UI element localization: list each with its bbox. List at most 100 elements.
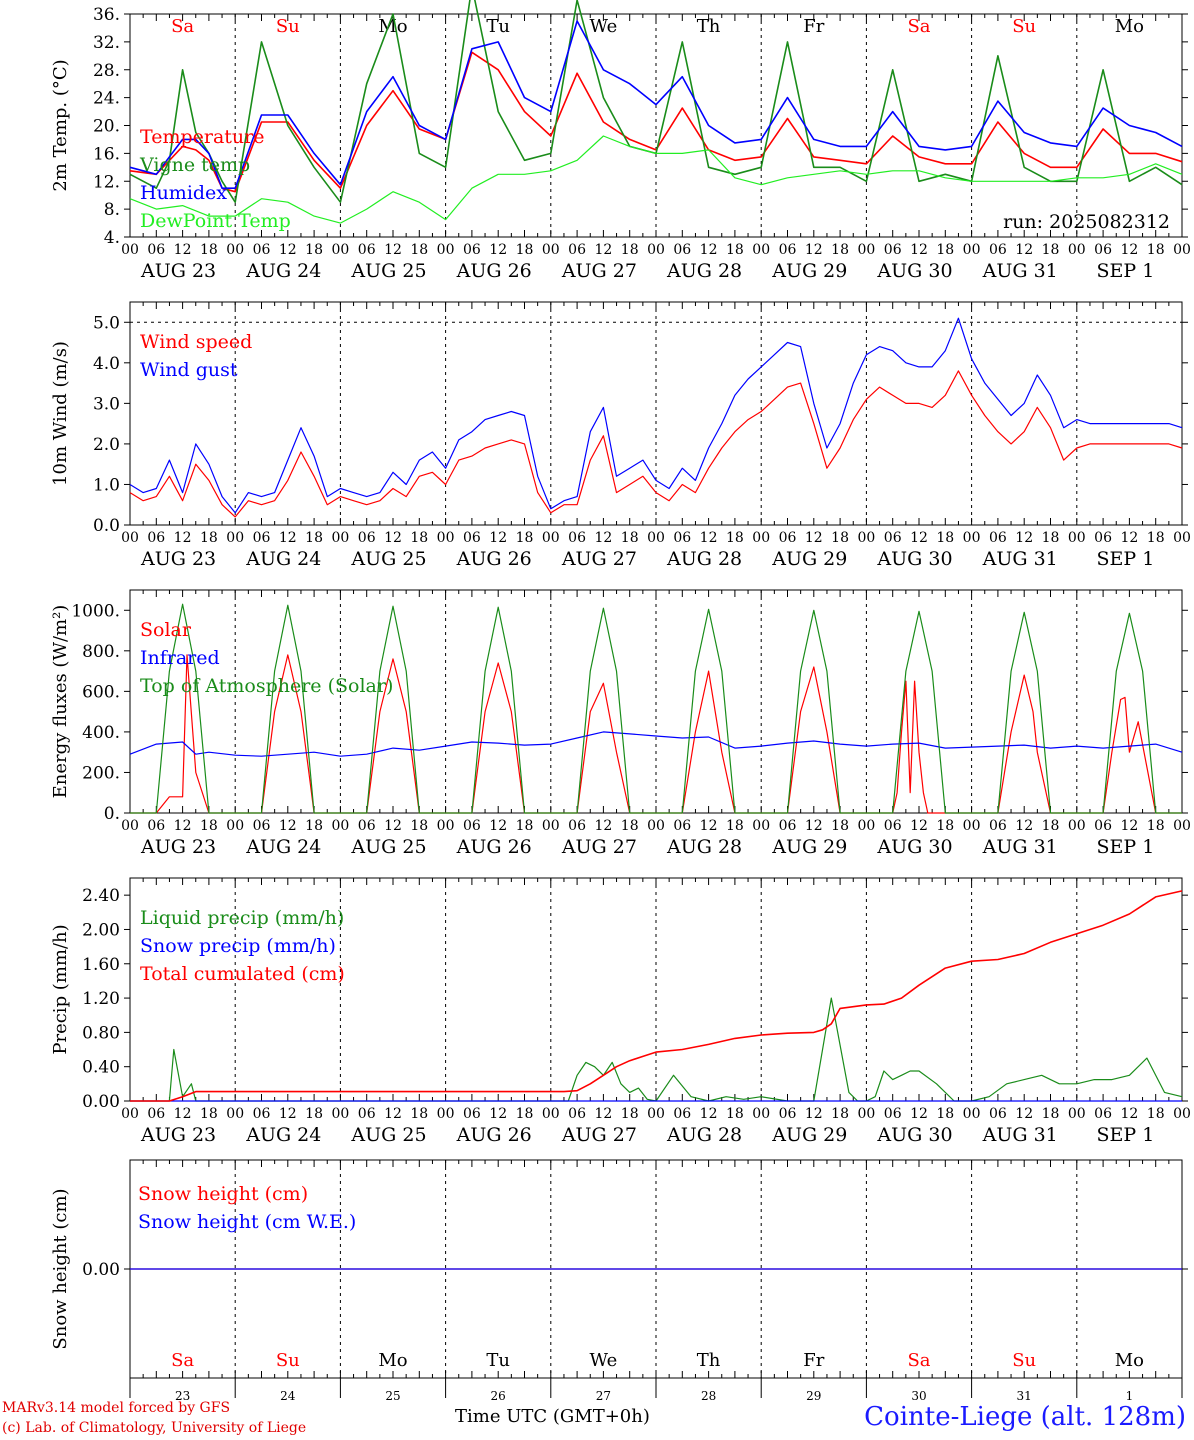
hour-label: 12	[700, 1106, 718, 1122]
y-tick-label: 1000.	[71, 601, 120, 621]
hour-label: 18	[305, 1106, 323, 1122]
legend-entry: Snow precip (mm/h)	[140, 935, 336, 957]
hour-label: 06	[1094, 242, 1112, 258]
hour-label: 06	[989, 530, 1007, 546]
day-number: 26	[491, 1389, 506, 1403]
panel-2: 0.0 1.0 2.0 3.0 4.0 5.0 10m Wind (m/s) 00 06 12 18…	[50, 301, 1191, 570]
y-tick-label: 200.	[82, 763, 120, 783]
hour-label: 00	[1173, 530, 1191, 546]
hour-label: 00	[331, 1106, 349, 1122]
hour-label: 18	[200, 242, 218, 258]
date-label: AUG 25	[350, 836, 426, 858]
weekday-label: Su	[1012, 16, 1036, 37]
hour-label: 12	[805, 242, 823, 258]
hour-label: 00	[963, 530, 981, 546]
legend-entry: Top of Atmosphere (Solar)	[140, 675, 393, 697]
hour-label: 12	[1120, 1106, 1138, 1122]
date-label: AUG 25	[350, 548, 426, 570]
day-number: 28	[701, 1389, 716, 1403]
hour-label: 06	[147, 530, 165, 546]
date-label: AUG 30	[876, 836, 952, 858]
hour-label: 12	[910, 818, 928, 834]
hour-label: 12	[489, 1106, 507, 1122]
hour-label: 00	[1068, 818, 1086, 834]
hour-label: 00	[121, 530, 139, 546]
hour-label: 18	[305, 242, 323, 258]
series-line	[130, 603, 1182, 814]
hour-label: 18	[831, 818, 849, 834]
hour-label: 06	[779, 530, 797, 546]
hour-label: 00	[1173, 242, 1191, 258]
hour-label: 06	[779, 242, 797, 258]
y-tick-label: 5.0	[93, 313, 120, 333]
legend-entry: Total cumulated (cm)	[140, 963, 345, 985]
day-number: 27	[596, 1389, 611, 1403]
hour-label: 12	[489, 818, 507, 834]
hour-label: 18	[726, 530, 744, 546]
panel-1: 4. 8. 12. 16. 20. 24. 28. 32. 36. 2m Temp. (°C) 00…	[50, 0, 1191, 282]
weekday-label: Th	[697, 1350, 721, 1371]
date-label: SEP 1	[1096, 548, 1154, 570]
y-tick-label: 2.00	[82, 920, 120, 940]
weekday-label: Sa	[171, 1350, 194, 1371]
y-tick-label: 400.	[82, 723, 120, 743]
date-label: AUG 27	[561, 548, 637, 570]
weekday-label: Mo	[1115, 16, 1144, 37]
hour-label: 06	[463, 1106, 481, 1122]
date-label: AUG 31	[982, 260, 1058, 282]
hour-label: 12	[910, 530, 928, 546]
hour-label: 06	[253, 242, 271, 258]
hour-label: 12	[805, 1106, 823, 1122]
weekday-label: Th	[697, 16, 721, 37]
hour-label: 00	[121, 1106, 139, 1122]
hour-label: 12	[700, 242, 718, 258]
y-tick-label: 0.00	[82, 1260, 120, 1280]
hour-label: 18	[726, 242, 744, 258]
hour-label: 18	[1042, 1106, 1060, 1122]
date-label: AUG 30	[876, 260, 952, 282]
hour-label: 12	[910, 1106, 928, 1122]
hour-label: 06	[884, 530, 902, 546]
y-axis-label: Energy fluxes (W/m²)	[50, 605, 71, 799]
hour-label: 12	[1015, 1106, 1033, 1122]
hour-label: 12	[1120, 242, 1138, 258]
date-label: AUG 23	[140, 260, 216, 282]
hour-label: 12	[910, 242, 928, 258]
weekday-label: Fr	[803, 1350, 824, 1371]
panel-5: 0.00 Snow height (cm) Sa Su Mo Tu We Th Fr Sa Su Mo…	[50, 1159, 1188, 1403]
hour-label: 06	[673, 818, 691, 834]
hour-label: 18	[936, 530, 954, 546]
date-label: AUG 29	[771, 260, 847, 282]
hour-label: 00	[121, 818, 139, 834]
legend-entry: Temperature	[140, 126, 264, 148]
hour-label: 00	[647, 818, 665, 834]
hour-label: 00	[647, 530, 665, 546]
run-annotation: run: 2025082312	[1003, 211, 1170, 233]
date-label: AUG 24	[245, 548, 321, 570]
hour-label: 06	[568, 1106, 586, 1122]
hour-label: 18	[936, 242, 954, 258]
hour-label: 18	[516, 1106, 534, 1122]
y-tick-label: 1.0	[93, 475, 120, 495]
hour-label: 00	[226, 530, 244, 546]
date-label: AUG 28	[666, 548, 742, 570]
date-label: AUG 31	[982, 548, 1058, 570]
hour-label: 18	[516, 530, 534, 546]
hour-label: 18	[1042, 530, 1060, 546]
weekday-label: Mo	[378, 16, 407, 37]
y-tick-label: 2.0	[93, 435, 120, 455]
hour-label: 18	[726, 1106, 744, 1122]
date-label: AUG 31	[982, 836, 1058, 858]
hour-label: 18	[831, 1106, 849, 1122]
date-label: AUG 25	[350, 1124, 426, 1146]
weekday-label: Sa	[907, 1350, 930, 1371]
hour-label: 00	[647, 242, 665, 258]
y-axis-label: 10m Wind (m/s)	[50, 341, 71, 486]
hour-label: 00	[857, 1106, 875, 1122]
hour-label: 18	[936, 818, 954, 834]
panel-4: 0.00 0.40 0.80 1.20 1.60 2.00 2.40 Precip (mm/h…	[50, 877, 1191, 1146]
weekday-label: Sa	[171, 16, 194, 37]
y-tick-label: 600.	[82, 682, 120, 702]
hour-label: 06	[568, 242, 586, 258]
